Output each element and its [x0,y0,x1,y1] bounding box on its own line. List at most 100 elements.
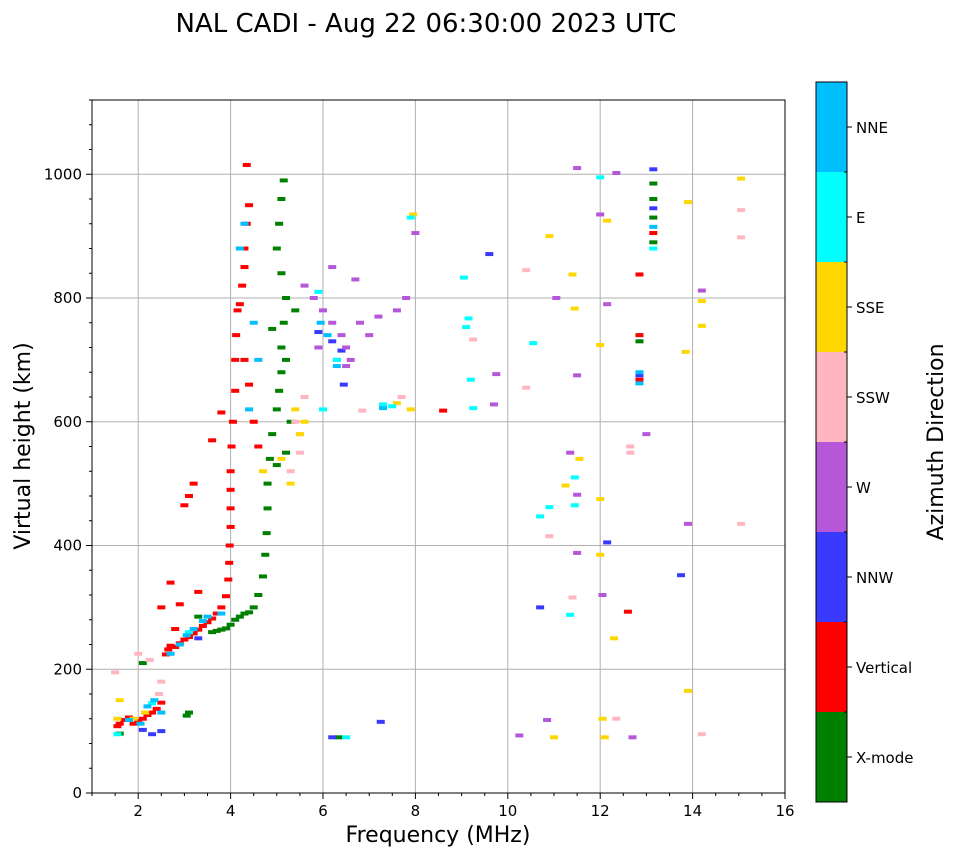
data-point-x-mode-9 [249,605,258,610]
data-point-e-18 [342,735,351,740]
data-point-x-mode-24 [277,271,286,276]
grid-lines [92,100,786,794]
data-point-ssw-23 [358,408,367,413]
data-point-nnw-1 [148,732,157,737]
x-tick-label-14: 14 [683,802,702,820]
data-point-x-mode-36 [182,713,191,718]
data-point-sse-7 [286,481,295,486]
data-point-sse-11 [406,407,415,412]
colorbar-label: Azimuth Direction [924,343,949,540]
data-point-e-15 [570,475,579,480]
data-point-nne-8 [198,618,207,623]
colorbar-label-w: W [856,479,871,497]
data-point-x-mode-6 [235,614,244,619]
data-point-vertical-4 [129,721,138,726]
data-point-vertical-26 [224,577,233,582]
data-point-ssw-20 [737,235,746,240]
data-point-sse-0 [115,698,124,703]
data-point-sse-4 [291,407,300,412]
data-point-nne-10 [217,611,226,616]
colorbar: X-mode Vertical NNW W SSW SSE E NNE [815,81,913,803]
data-point-vertical-1 [115,721,124,726]
data-point-vertical-6 [138,716,147,721]
data-point-x-mode-5 [231,617,240,622]
data-point-ssw-13 [545,534,554,539]
data-point-x-mode-32 [268,326,277,331]
colorbar-segment-sse [816,262,847,352]
data-point-w-24 [573,373,582,378]
data-point-vertical-32 [226,469,235,474]
data-point-w-5 [342,345,351,350]
data-point-nnw-2 [157,729,166,734]
data-point-w-13 [351,277,360,282]
colorbar-label-sse: SSE [856,299,885,317]
y-tick-label-200: 200 [53,660,82,678]
data-point-vertical-10 [157,700,166,705]
data-point-nne-21 [635,381,644,386]
data-point-nnw-7 [339,382,348,387]
data-point-x-mode-18 [272,407,281,412]
data-point-w-16 [342,364,351,369]
data-point-sse-10 [392,401,401,406]
data-point-x-mode-42 [335,735,344,740]
data-point-vertical-13 [166,643,175,648]
data-point-w-7 [355,320,364,325]
data-point-x-mode-37 [649,240,658,245]
data-point-w-19 [543,717,552,722]
data-point-nnw-10 [603,540,612,545]
data-point-nne-17 [323,333,332,338]
data-point-x-mode-35 [185,710,194,715]
data-point-vertical-24 [217,605,226,610]
data-point-x-mode-39 [649,197,658,201]
data-point-ssw-17 [612,716,621,721]
data-point-nnw-14 [677,573,686,578]
data-point-ssw-0 [154,692,163,696]
colorbar-label-nnw: NNW [856,569,893,587]
data-point-ssw-5 [295,450,304,455]
colorbar-segment-x-mode [816,712,847,802]
data-point-nne-4 [166,651,175,656]
data-point-w-31 [697,288,706,293]
data-point-vertical-38 [233,308,242,313]
data-point-vertical-28 [225,543,234,548]
data-point-vertical-35 [231,388,240,393]
data-point-nne-16 [316,320,325,325]
colorbar-segment-vertical [816,622,847,712]
data-point-ssw-11 [522,268,531,273]
data-point-vertical-7 [143,713,152,718]
data-point-vertical-42 [240,246,249,251]
data-point-vertical-49 [208,438,217,443]
data-point-vertical-8 [148,710,157,715]
data-point-x-mode-15 [263,481,272,486]
data-point-e-5 [406,215,415,220]
data-point-vertical-37 [232,333,241,338]
data-point-sse-20 [600,735,609,740]
data-point-vertical-5 [134,719,143,724]
data-point-e-0 [113,732,122,737]
axis-ticks: 2 4 6 8 10 12 14 16 0 200 400 600 800 1000 [44,99,795,820]
colorbar-label-ssw: SSW [856,389,890,407]
data-point-x-mode-7 [240,611,249,616]
data-point-sse-23 [681,349,690,354]
data-point-nne-6 [182,633,191,638]
data-point-nne-12 [240,221,249,226]
data-point-w-14 [314,345,323,350]
data-point-w-18 [492,372,501,377]
colorbar-segment-e [816,172,847,262]
data-point-vertical-48 [180,503,189,508]
data-point-vertical-21 [203,620,212,625]
data-point-ssw-4 [111,670,120,675]
data-point-vertical-33 [227,444,236,449]
data-point-vertical-30 [226,506,235,511]
data-point-nne-13 [249,320,258,325]
data-point-w-34 [489,402,498,407]
data-point-ssw-7 [291,419,300,424]
data-point-x-mode-28 [279,178,288,183]
colorbar-label-vertical: Vertical [856,659,912,677]
data-point-vertical-56 [245,382,254,387]
data-point-ssw-14 [568,595,577,600]
data-point-sse-17 [596,552,605,557]
data-point-w-12 [328,265,337,270]
data-point-x-mode-45 [194,614,203,619]
data-point-nne-15 [254,357,263,362]
